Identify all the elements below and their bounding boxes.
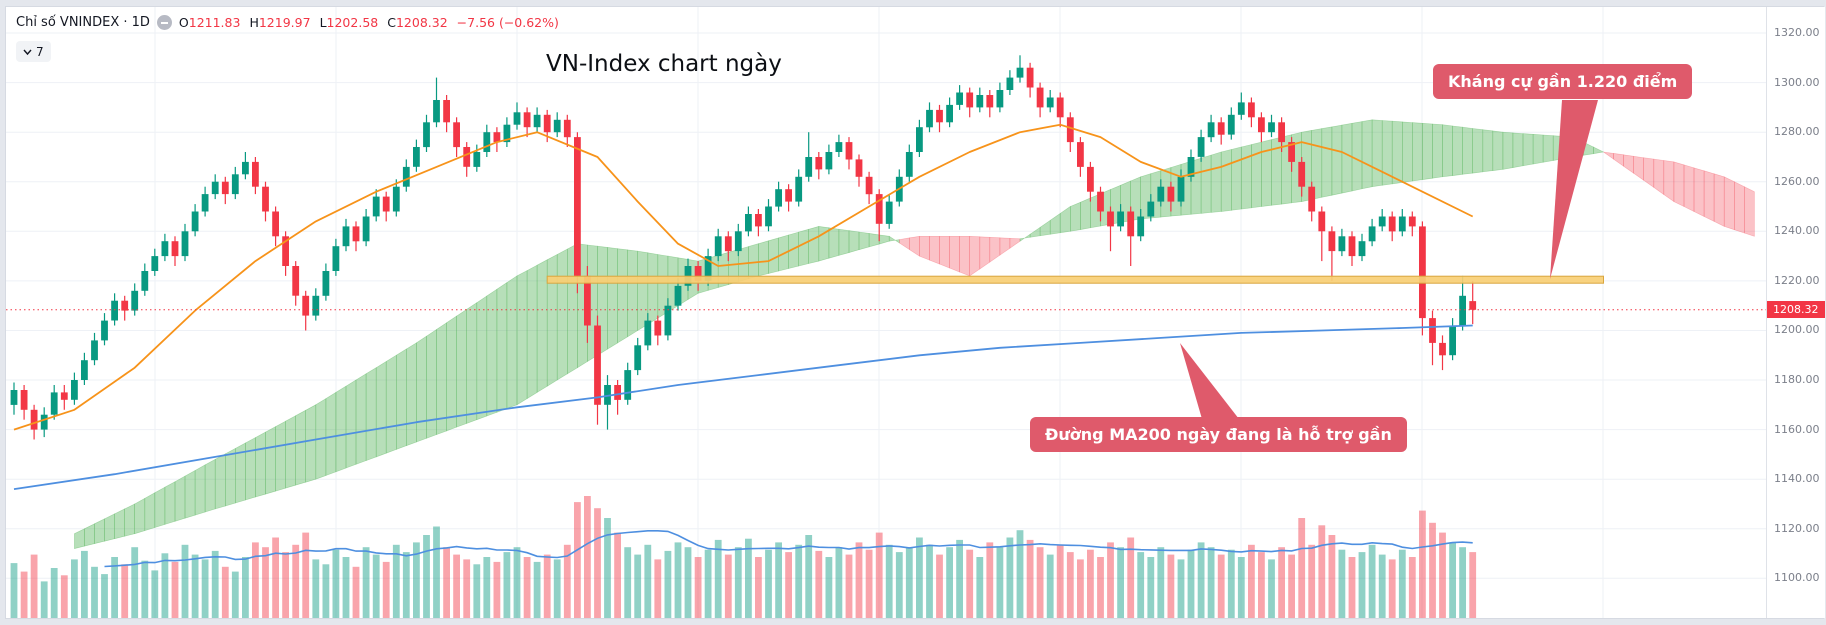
price-axis-label: 1260.00	[1774, 174, 1820, 188]
high-value: H1219.97	[249, 15, 311, 30]
price-axis-label: 1320.00	[1774, 26, 1820, 40]
price-axis-label: 1180.00	[1774, 373, 1820, 387]
resistance-annotation-badge[interactable]: Kháng cự gần 1.220 điểm	[1433, 64, 1693, 99]
price-axis-label: 1200.00	[1774, 323, 1820, 337]
price-axis[interactable]: 1208.32 1320.00 1300.00 1280.00 1260.00 1240…	[1766, 7, 1825, 618]
price-axis-label: 1280.00	[1774, 125, 1820, 139]
symbol-title[interactable]: Chỉ số VNINDEX · 1D	[16, 15, 150, 30]
indicators-collapse-button[interactable]: 7	[16, 41, 51, 62]
change-value: −7.56 (−0.62%)	[456, 15, 559, 30]
price-axis-label: 1120.00	[1774, 521, 1820, 535]
low-value: L1202.58	[319, 15, 379, 30]
ohlc-values: O1211.83 H1219.97 L1202.58 C1208.32 −7.5…	[179, 15, 559, 30]
last-price-badge: 1208.32	[1767, 301, 1825, 319]
price-axis-label: 1300.00	[1774, 75, 1820, 89]
ma200-annotation-badge[interactable]: Đường MA200 ngày đang là hỗ trợ gần	[1030, 417, 1407, 452]
price-chart-canvas[interactable]	[6, 7, 1766, 618]
price-axis-label: 1100.00	[1774, 571, 1820, 585]
indicators-count: 7	[36, 44, 44, 59]
close-value: C1208.32	[387, 15, 448, 30]
chart-panel: Chỉ số VNINDEX · 1D O1211.83 H1219.97 L1…	[5, 6, 1825, 619]
chart-legend: Chỉ số VNINDEX · 1D O1211.83 H1219.97 L1…	[16, 15, 559, 30]
chart-title-drawing: VN-Index chart ngày	[546, 51, 782, 77]
open-value: O1211.83	[178, 15, 241, 30]
price-axis-label: 1160.00	[1774, 422, 1820, 436]
minus-circle-icon[interactable]	[156, 15, 172, 30]
price-axis-label: 1140.00	[1774, 472, 1820, 486]
price-axis-label: 1220.00	[1774, 273, 1820, 287]
chevron-down-icon	[23, 49, 32, 55]
price-axis-label: 1240.00	[1774, 224, 1820, 238]
